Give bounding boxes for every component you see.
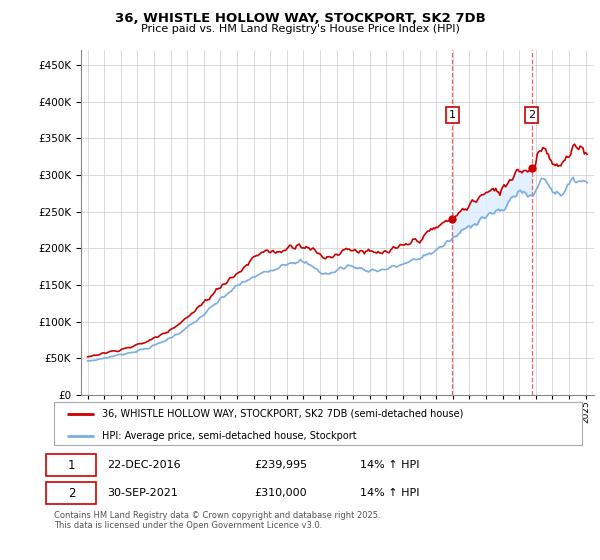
Text: 1: 1 [68, 459, 75, 472]
Text: 14% ↑ HPI: 14% ↑ HPI [360, 460, 420, 470]
Text: 2: 2 [528, 110, 535, 120]
Text: 30-SEP-2021: 30-SEP-2021 [107, 488, 178, 498]
Text: £239,995: £239,995 [254, 460, 308, 470]
Text: HPI: Average price, semi-detached house, Stockport: HPI: Average price, semi-detached house,… [101, 431, 356, 441]
Text: 36, WHISTLE HOLLOW WAY, STOCKPORT, SK2 7DB: 36, WHISTLE HOLLOW WAY, STOCKPORT, SK2 7… [115, 12, 485, 25]
Text: 2: 2 [68, 487, 75, 500]
FancyBboxPatch shape [46, 482, 96, 505]
Text: Price paid vs. HM Land Registry's House Price Index (HPI): Price paid vs. HM Land Registry's House … [140, 24, 460, 34]
Text: 22-DEC-2016: 22-DEC-2016 [107, 460, 181, 470]
FancyBboxPatch shape [46, 454, 96, 477]
Text: Contains HM Land Registry data © Crown copyright and database right 2025.
This d: Contains HM Land Registry data © Crown c… [54, 511, 380, 530]
Text: 36, WHISTLE HOLLOW WAY, STOCKPORT, SK2 7DB (semi-detached house): 36, WHISTLE HOLLOW WAY, STOCKPORT, SK2 7… [101, 409, 463, 419]
Text: 1: 1 [449, 110, 456, 120]
FancyBboxPatch shape [54, 402, 582, 445]
Text: 14% ↑ HPI: 14% ↑ HPI [360, 488, 420, 498]
Text: £310,000: £310,000 [254, 488, 307, 498]
